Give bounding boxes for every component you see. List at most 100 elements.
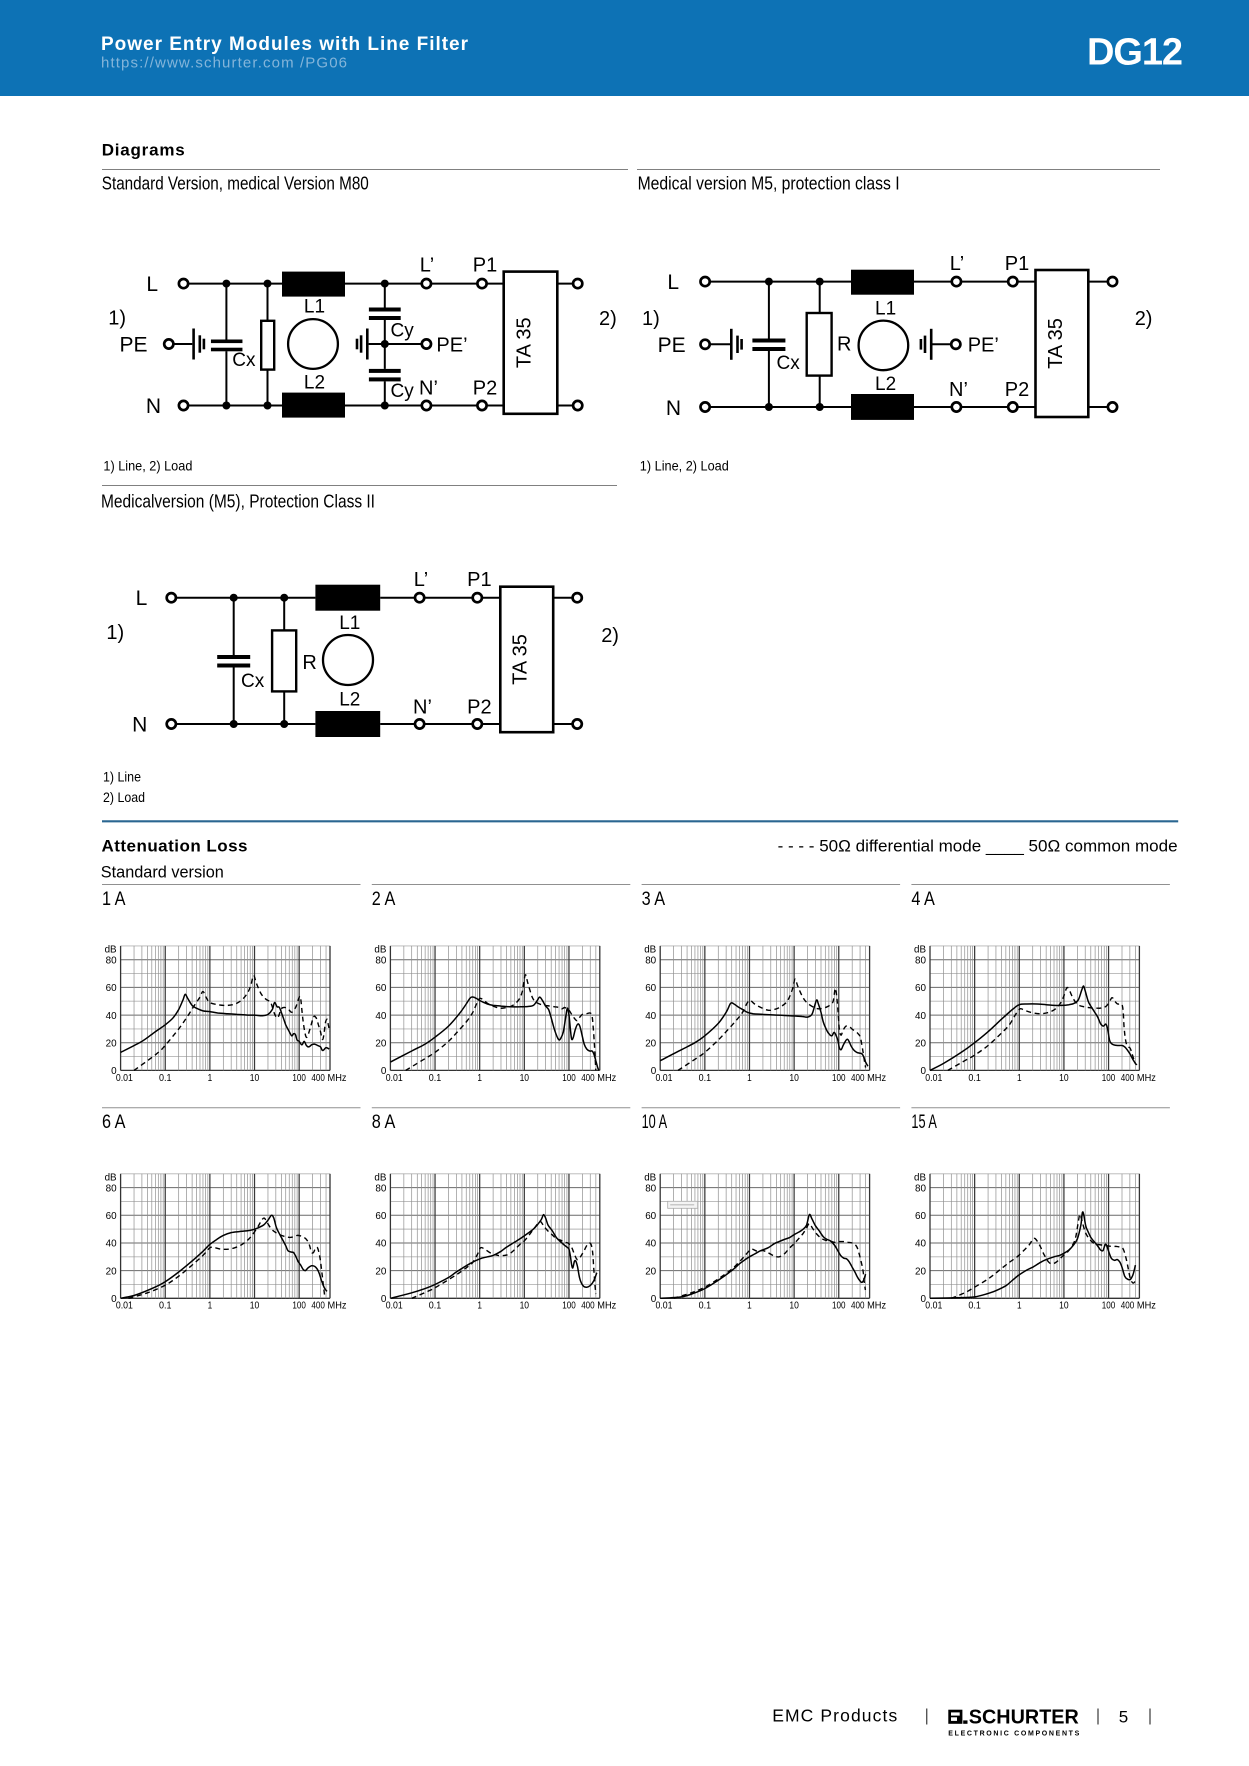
svg-text:N: N <box>146 395 161 418</box>
svg-text:dB: dB <box>914 1171 926 1183</box>
svg-text:N’: N’ <box>413 697 432 719</box>
svg-text:PE: PE <box>658 334 686 357</box>
svg-text:DG12: DG12 <box>1087 32 1183 74</box>
svg-text:40: 40 <box>106 1238 117 1250</box>
svg-text:0: 0 <box>921 1293 927 1305</box>
svg-text:10: 10 <box>520 1300 530 1312</box>
svg-text:1): 1) <box>108 308 126 330</box>
svg-text:40: 40 <box>375 1238 386 1250</box>
svg-text:60: 60 <box>375 982 386 994</box>
svg-text:TA 35: TA 35 <box>514 317 536 368</box>
svg-text:0.1: 0.1 <box>159 1072 172 1084</box>
svg-text:dB: dB <box>644 943 656 955</box>
svg-text:15 A: 15 A <box>911 1112 937 1133</box>
svg-text:1: 1 <box>208 1072 213 1084</box>
svg-text:10: 10 <box>1059 1300 1069 1312</box>
svg-text:80: 80 <box>375 1182 386 1194</box>
svg-text:L1: L1 <box>875 299 896 320</box>
svg-text:P1: P1 <box>467 569 491 591</box>
svg-text:0.1: 0.1 <box>429 1072 442 1084</box>
svg-text:10 A: 10 A <box>642 1112 668 1133</box>
svg-text:40: 40 <box>915 1238 926 1250</box>
svg-text:1: 1 <box>747 1300 752 1312</box>
svg-text:MHz: MHz <box>597 1072 616 1084</box>
svg-text:L’: L’ <box>420 255 434 277</box>
svg-text:1: 1 <box>208 1300 213 1312</box>
svg-text:40: 40 <box>106 1010 117 1022</box>
svg-text:R: R <box>837 334 851 356</box>
svg-text:0.1: 0.1 <box>429 1300 442 1312</box>
svg-text:- - - - 50Ω differential mode: - - - - 50Ω differential mode ____ 50Ω c… <box>778 837 1178 856</box>
svg-text:20: 20 <box>375 1265 386 1277</box>
svg-text:0.01: 0.01 <box>116 1072 133 1084</box>
svg-text:20: 20 <box>375 1037 386 1049</box>
svg-text:dB: dB <box>105 943 117 955</box>
svg-text:Attenuation Loss: Attenuation Loss <box>102 837 248 856</box>
svg-text:dB: dB <box>644 1171 656 1183</box>
svg-text:0: 0 <box>921 1065 927 1077</box>
svg-text:0.1: 0.1 <box>968 1072 981 1084</box>
svg-text:100: 100 <box>832 1300 846 1312</box>
svg-text:EMC Products: EMC Products <box>772 1705 897 1725</box>
svg-text:400: 400 <box>851 1072 865 1084</box>
svg-text:80: 80 <box>915 1182 926 1194</box>
svg-text:0: 0 <box>651 1293 657 1305</box>
svg-text:0.1: 0.1 <box>968 1300 981 1312</box>
svg-text:10: 10 <box>250 1300 260 1312</box>
svg-text:400: 400 <box>851 1300 865 1312</box>
svg-text:60: 60 <box>645 1210 656 1222</box>
svg-text:1): 1) <box>106 622 124 644</box>
svg-text:40: 40 <box>915 1010 926 1022</box>
svg-text:Cy: Cy <box>391 321 415 342</box>
svg-text:Power Entry Modules with Line: Power Entry Modules with Line Filter <box>101 34 469 55</box>
svg-text:L1: L1 <box>304 297 325 318</box>
svg-text:L’: L’ <box>950 253 964 275</box>
svg-text:0: 0 <box>111 1065 117 1077</box>
svg-text:1) Line, 2) Load: 1) Line, 2) Load <box>103 457 192 473</box>
svg-text:PE’: PE’ <box>968 335 999 357</box>
svg-text:P1: P1 <box>1005 253 1029 275</box>
svg-text:P2: P2 <box>1005 379 1029 401</box>
svg-text:Cx: Cx <box>777 353 801 374</box>
svg-text:100: 100 <box>1102 1300 1116 1312</box>
svg-text:L2: L2 <box>339 690 360 711</box>
svg-text:80: 80 <box>106 1182 117 1194</box>
svg-text:60: 60 <box>915 1210 926 1222</box>
svg-text:0.1: 0.1 <box>699 1300 712 1312</box>
svg-text:Standard Version, medical Vers: Standard Version, medical Version M80 <box>102 174 369 194</box>
svg-text:8 A: 8 A <box>372 1112 396 1133</box>
svg-text:1: 1 <box>1017 1072 1022 1084</box>
svg-text:80: 80 <box>915 954 926 966</box>
svg-text:400: 400 <box>311 1300 325 1312</box>
svg-text:0.01: 0.01 <box>386 1300 403 1312</box>
svg-text:L2: L2 <box>875 374 896 395</box>
svg-text:N’: N’ <box>949 379 968 401</box>
svg-text:0.01: 0.01 <box>116 1300 133 1312</box>
svg-text:0.01: 0.01 <box>386 1072 403 1084</box>
svg-text:80: 80 <box>645 1182 656 1194</box>
svg-text:20: 20 <box>645 1265 656 1277</box>
svg-text:10: 10 <box>250 1072 260 1084</box>
svg-text:80: 80 <box>375 954 386 966</box>
svg-text:P2: P2 <box>467 697 491 719</box>
svg-text:80: 80 <box>106 954 117 966</box>
svg-text:0: 0 <box>111 1293 117 1305</box>
svg-text:10: 10 <box>789 1072 799 1084</box>
svg-text:20: 20 <box>645 1037 656 1049</box>
svg-text:6 A: 6 A <box>102 1112 126 1133</box>
svg-text:L2: L2 <box>304 373 325 394</box>
svg-text:dB: dB <box>105 1171 117 1183</box>
svg-text:MHz: MHz <box>328 1072 347 1084</box>
svg-text:MHz: MHz <box>597 1300 616 1312</box>
svg-text:1: 1 <box>477 1072 482 1084</box>
svg-text:N: N <box>132 714 147 737</box>
svg-text:100: 100 <box>292 1072 306 1084</box>
svg-text:SCHURTER: SCHURTER <box>969 1707 1080 1729</box>
svg-text:Cy: Cy <box>391 381 415 402</box>
svg-text:L: L <box>667 271 679 294</box>
svg-text:100: 100 <box>832 1072 846 1084</box>
svg-text:0.01: 0.01 <box>925 1300 942 1312</box>
svg-text:2 A: 2 A <box>372 889 396 910</box>
svg-text:400: 400 <box>311 1072 325 1084</box>
svg-text:5: 5 <box>1119 1708 1128 1727</box>
